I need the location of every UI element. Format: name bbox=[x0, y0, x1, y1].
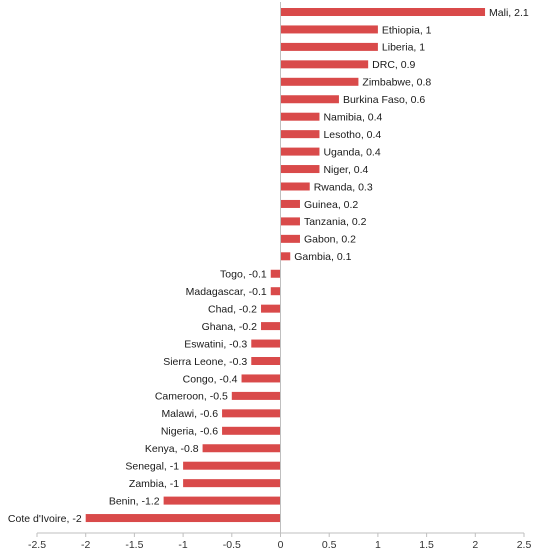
bar-8 bbox=[280, 147, 320, 156]
bar-13 bbox=[280, 234, 300, 243]
bar-data-label: Lesotho, 0.4 bbox=[323, 129, 381, 141]
bar-data-label: Nigeria, -0.6 bbox=[161, 426, 218, 438]
bar-7 bbox=[280, 130, 320, 139]
bar-data-label: Gabon, 0.2 bbox=[304, 234, 356, 246]
bar-data-label: Ethiopia, 1 bbox=[382, 24, 432, 36]
bar-4 bbox=[280, 77, 359, 86]
bar-data-label: Benin, -1.2 bbox=[109, 495, 160, 507]
bar-28 bbox=[163, 496, 281, 505]
bar-12 bbox=[280, 217, 300, 226]
x-tick-label: 1 bbox=[375, 539, 381, 550]
bar-19 bbox=[251, 339, 281, 348]
bar-9 bbox=[280, 165, 320, 174]
bar-data-label: Eswatini, -0.3 bbox=[184, 338, 247, 350]
bar-11 bbox=[280, 199, 300, 208]
bar-2 bbox=[280, 42, 378, 51]
bar-5 bbox=[280, 95, 339, 104]
bar-17 bbox=[261, 304, 281, 313]
bars-group bbox=[85, 8, 486, 523]
bar-data-label: Madagascar, -0.1 bbox=[186, 286, 267, 298]
x-tick-label: 0 bbox=[278, 539, 284, 550]
x-tick-label: 2 bbox=[472, 539, 478, 550]
bar-data-label: Uganda, 0.4 bbox=[323, 146, 380, 158]
bar-22 bbox=[231, 391, 281, 400]
bar-16 bbox=[270, 287, 281, 296]
x-tick-label: 0.5 bbox=[322, 539, 337, 550]
bar-data-label: Burkina Faso, 0.6 bbox=[343, 94, 425, 106]
bar-data-label: Chad, -0.2 bbox=[208, 303, 257, 315]
bar-23 bbox=[222, 409, 281, 418]
bar-25 bbox=[202, 444, 281, 453]
bar-data-label: Zimbabwe, 0.8 bbox=[362, 77, 431, 89]
bar-data-label: Liberia, 1 bbox=[382, 42, 425, 54]
bar-27 bbox=[183, 479, 281, 488]
x-tick-label: -1 bbox=[178, 539, 187, 550]
bar-0 bbox=[280, 8, 486, 16]
bar-24 bbox=[222, 426, 281, 435]
bar-26 bbox=[183, 461, 281, 470]
bar-3 bbox=[280, 60, 369, 69]
bar-data-label: DRC, 0.9 bbox=[372, 59, 415, 71]
data-labels-group: Mali, 2.1 Ethiopia, 1 Liberia, 1 DRC, 0.9 Zi… bbox=[8, 7, 529, 525]
bar-data-label: Tanzania, 0.2 bbox=[304, 216, 367, 228]
bar-14 bbox=[280, 252, 291, 261]
bar-data-label: Togo, -0.1 bbox=[220, 269, 267, 281]
bar-data-label: Rwanda, 0.3 bbox=[314, 181, 373, 193]
bar-data-label: Niger, 0.4 bbox=[323, 164, 368, 176]
x-axis: -2.5 -2 -1.5 -1 -0.5 0 0.5 1 1.5 2 2.5 bbox=[28, 2, 531, 550]
bar-21 bbox=[241, 374, 281, 383]
x-tick-label: -2 bbox=[81, 539, 90, 550]
bar-18 bbox=[261, 322, 281, 331]
bar-data-label: Senegal, -1 bbox=[125, 461, 179, 473]
bar-1 bbox=[280, 25, 378, 34]
bar-data-label: Sierra Leone, -0.3 bbox=[163, 356, 247, 368]
bar-data-label: Congo, -0.4 bbox=[183, 373, 238, 385]
bar-data-label: Kenya, -0.8 bbox=[145, 443, 199, 455]
bar-6 bbox=[280, 112, 320, 121]
x-tick-label: -0.5 bbox=[223, 539, 241, 550]
x-tick-label: -1.5 bbox=[125, 539, 143, 550]
x-tick-label: -2.5 bbox=[28, 539, 46, 550]
bar-data-label: Mali, 2.1 bbox=[489, 7, 529, 19]
bar-15 bbox=[270, 269, 281, 278]
bar-20 bbox=[251, 357, 281, 365]
bar-data-label: Cameroon, -0.5 bbox=[155, 391, 228, 403]
x-tick-label: 2.5 bbox=[517, 539, 532, 550]
bar-data-label: Cote d'Ivoire, -2 bbox=[8, 513, 82, 525]
bar-data-label: Guinea, 0.2 bbox=[304, 199, 358, 211]
bar-data-label: Namibia, 0.4 bbox=[323, 112, 382, 124]
bar-data-label: Zambia, -1 bbox=[129, 478, 179, 490]
bar-10 bbox=[280, 182, 310, 191]
bar-29 bbox=[85, 514, 281, 523]
x-tick-label: 1.5 bbox=[419, 539, 434, 550]
bar-data-label: Malawi, -0.6 bbox=[161, 408, 218, 420]
bar-data-label: Ghana, -0.2 bbox=[202, 321, 258, 333]
bar-data-label: Gambia, 0.1 bbox=[294, 251, 351, 263]
